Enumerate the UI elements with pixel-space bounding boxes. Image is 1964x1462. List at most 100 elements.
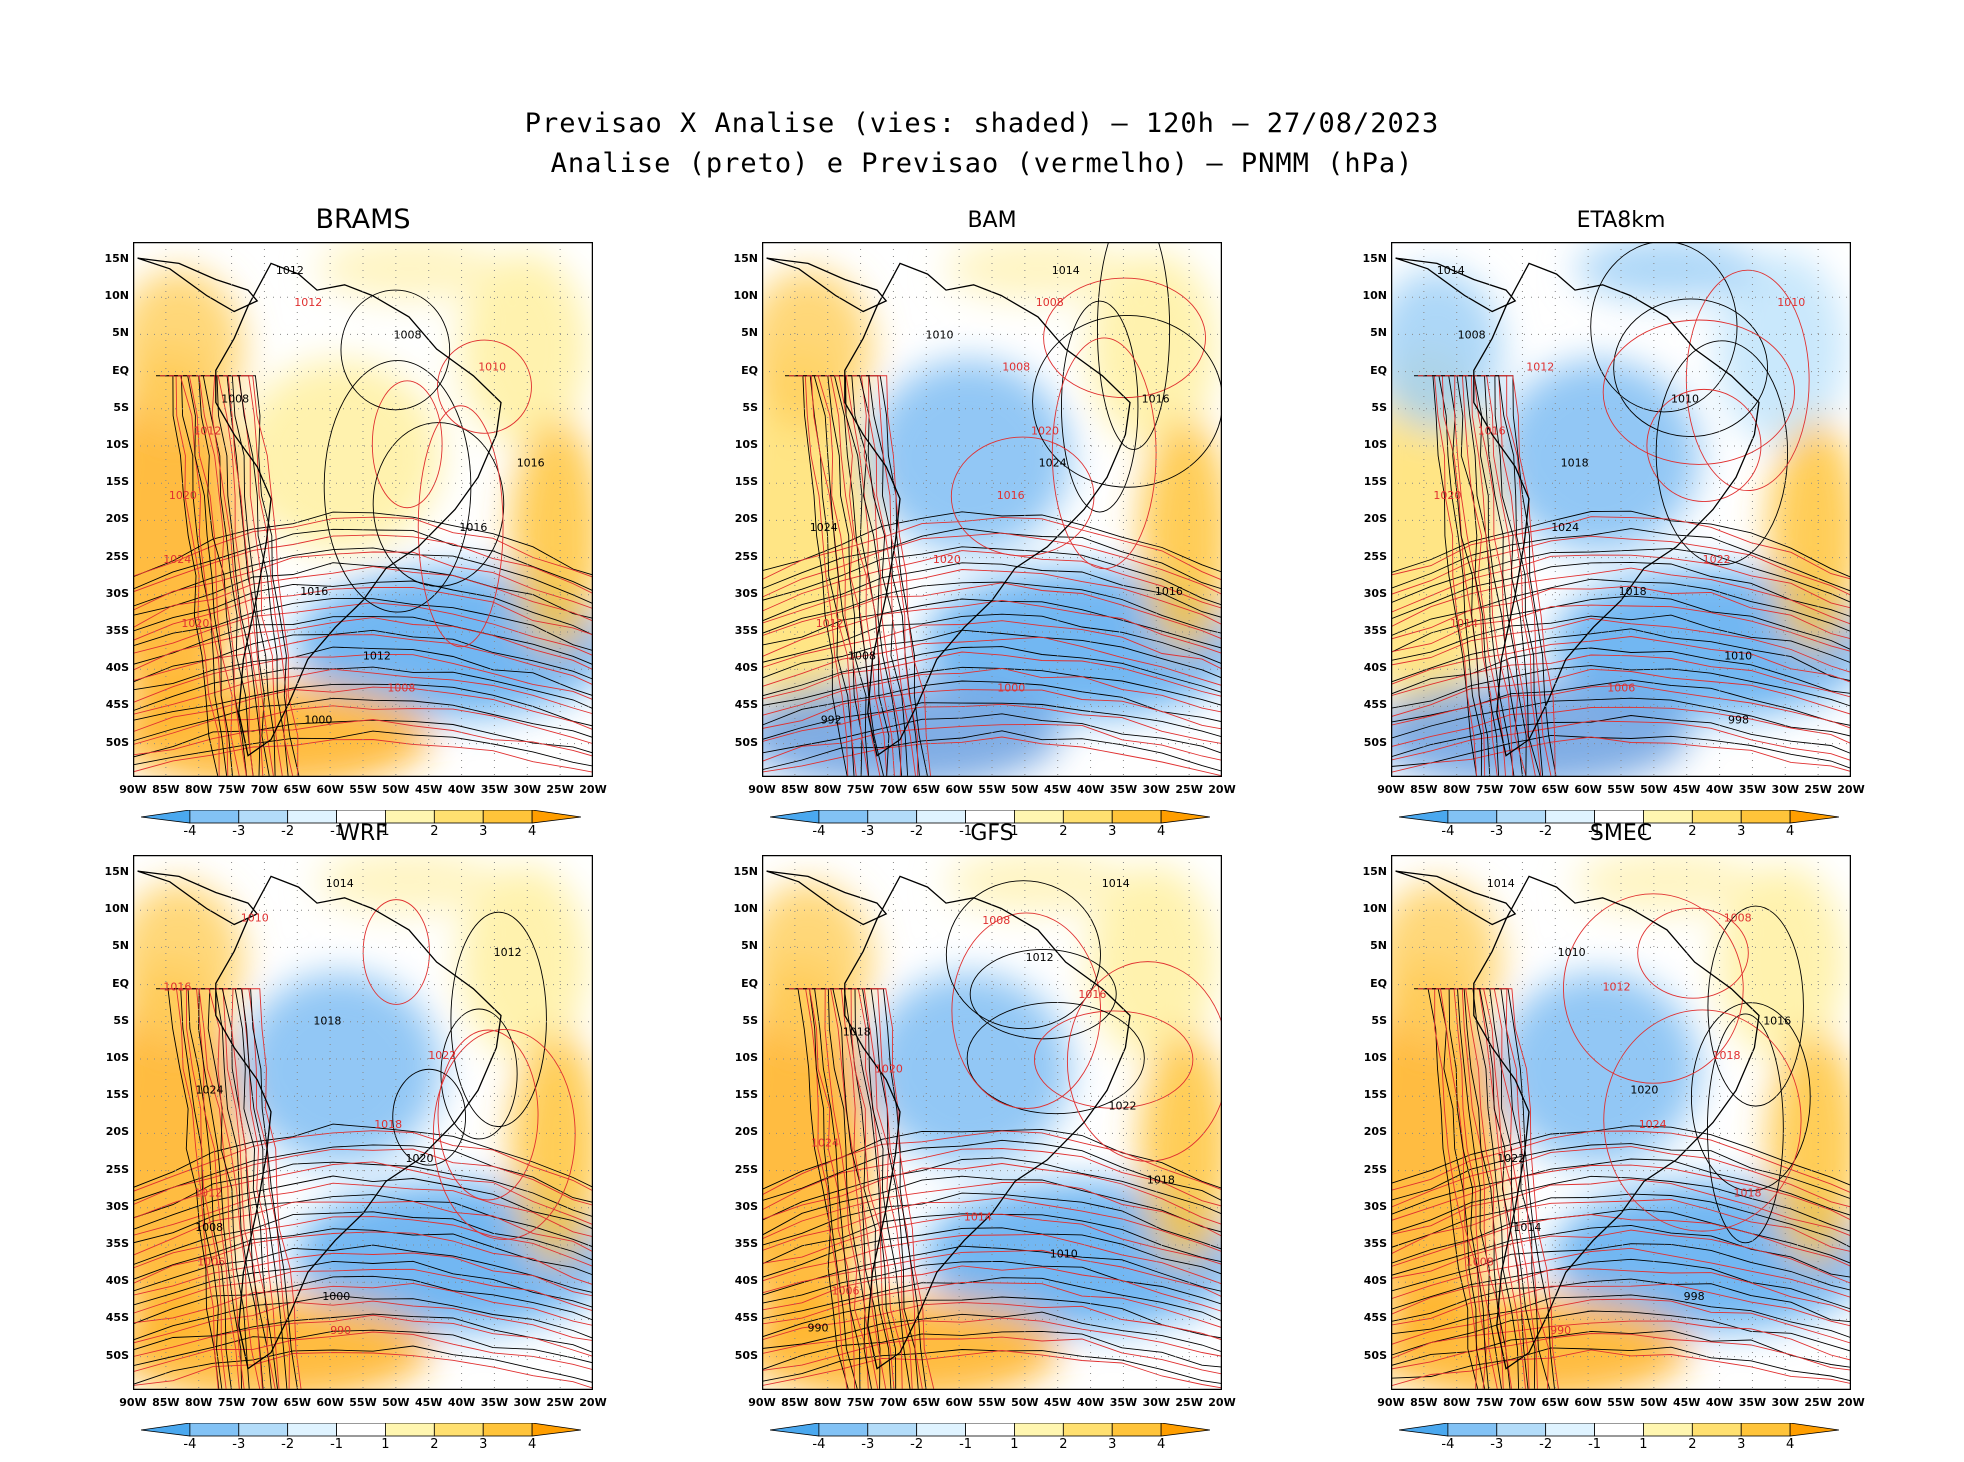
bias-blob xyxy=(510,1031,593,1267)
forecast-isobar xyxy=(852,375,916,776)
analysis-isobar xyxy=(1391,561,1851,620)
latitude-tick-label: 45S xyxy=(105,1311,129,1325)
analysis-isobar xyxy=(1450,375,1515,776)
analysis-isobar xyxy=(1391,647,1851,695)
panel-title: ETA8km xyxy=(1576,208,1666,233)
colorbar-tick-label: 1 xyxy=(1010,824,1019,839)
analysis-isobar xyxy=(133,1194,593,1248)
forecast-isobar xyxy=(1391,668,1851,718)
forecast-isobar xyxy=(825,988,887,1389)
colorbar-tick-label: -3 xyxy=(232,1437,246,1452)
forecast-isobar xyxy=(1391,1333,1851,1371)
longitude-tick-label: 55W xyxy=(978,783,1006,796)
colorbar-swatch xyxy=(916,1422,966,1437)
longitude-tick-label: 65W xyxy=(1541,1396,1569,1409)
isobar-label: 1018 xyxy=(1147,1173,1175,1186)
isobar-label: 1014 xyxy=(1513,1221,1541,1234)
colorbar-tick-label: -1 xyxy=(959,1437,973,1452)
longitude-tick-label: 40W xyxy=(1705,783,1734,796)
forecast-isobar xyxy=(133,719,593,757)
latitude-tick-label: 40S xyxy=(1363,1274,1387,1288)
forecast-isobar xyxy=(1391,736,1851,773)
analysis-isobar xyxy=(762,702,1222,740)
forecast-isobar xyxy=(1646,388,1762,502)
colorbar-tick-label: -3 xyxy=(232,824,246,839)
analysis-isobar xyxy=(1391,734,1851,769)
latitude-tick-label: 45S xyxy=(105,698,129,712)
forecast-isobar xyxy=(133,566,593,629)
colorbar-swatch xyxy=(1740,1422,1791,1437)
map-panel-bam: BAM 1014 1008 1010 1008 1016 1020 1024 1016 1024 1… xyxy=(733,208,1235,839)
colorbar-swatch xyxy=(1691,1422,1742,1437)
latitude-tick-label: 10N xyxy=(1362,902,1387,916)
colorbar-tick-label: -4 xyxy=(812,1437,826,1452)
analysis-isobar xyxy=(1391,510,1851,578)
latitude-tick-label: EQ xyxy=(112,363,129,377)
map-canvas: 1014 1008 1010 1012 1016 1018 1020 1024 1022 1018… xyxy=(1391,855,1851,1390)
colorbar-tick-label: -1 xyxy=(1588,824,1602,839)
analysis-isobar xyxy=(785,988,849,1389)
south-america-coastline xyxy=(1473,875,1760,1370)
isobar-label: 1020 xyxy=(169,489,197,502)
latitude-tick-label: 40S xyxy=(734,1274,758,1288)
analysis-isobar xyxy=(762,629,1222,679)
isobar-label: 1020 xyxy=(933,553,961,566)
latitude-tick-label: 15S xyxy=(1363,1088,1387,1102)
longitude-tick-label: 25W xyxy=(546,1396,574,1409)
longitude-tick-label: 45W xyxy=(414,783,443,796)
analysis-isobar xyxy=(450,911,547,1128)
latitude-tick-label: 40S xyxy=(105,1274,129,1288)
analysis-isobar xyxy=(133,1294,593,1341)
colorbar-swatches xyxy=(769,1422,1211,1437)
colorbar-swatch xyxy=(1789,1422,1840,1437)
colorbar-swatch xyxy=(336,1422,386,1437)
longitude-tick-label: 35W xyxy=(480,1396,509,1409)
isobar-label: 998 xyxy=(1684,1290,1705,1303)
colorbar-tick-label: 1 xyxy=(381,824,390,839)
forecast-isobar xyxy=(762,1350,1222,1389)
analysis-isobar xyxy=(1459,988,1520,1389)
analysis-isobar xyxy=(1477,375,1541,776)
forecast-isobar xyxy=(133,617,593,671)
map-frame xyxy=(1391,855,1851,1390)
south-america-coastline xyxy=(215,875,502,1370)
bias-blob xyxy=(1139,418,1222,654)
longitude-tick-label: 65W xyxy=(283,783,311,796)
analysis-isobar xyxy=(133,511,593,578)
bias-shading xyxy=(1391,855,1851,1390)
longitude-tick-label: 30W xyxy=(1771,783,1799,796)
isobar-label: 1024 xyxy=(196,1084,224,1097)
colorbar-tick-label: 2 xyxy=(1059,824,1068,839)
longitude-tick-label: 50W xyxy=(382,783,410,796)
bias-blob xyxy=(459,865,589,1059)
forecast-isobar xyxy=(762,550,1222,612)
colorbar-swatch xyxy=(1398,1422,1449,1437)
latitude-tick-label: 50S xyxy=(105,735,129,749)
latitude-tick-label: 40S xyxy=(734,661,758,675)
longitude-tick-label: 55W xyxy=(978,1396,1006,1409)
longitude-tick-label: 35W xyxy=(1738,783,1767,796)
latitude-tick-label: 25S xyxy=(105,549,129,563)
latitude-tick-label: 15S xyxy=(734,1088,758,1102)
colorbar-tick-label: -4 xyxy=(1441,824,1455,839)
bias-blob xyxy=(238,972,442,1166)
forecast-isobar xyxy=(1637,907,1749,999)
forecast-isobar xyxy=(870,375,931,776)
longitude-tick-label: 20W xyxy=(579,783,607,796)
isobar-label: 1024 xyxy=(1039,457,1067,470)
forecast-isobar xyxy=(762,723,1222,762)
isobar-label: 1008 xyxy=(195,1221,223,1234)
latitude-tick-label: 25S xyxy=(734,1162,758,1176)
latitude-tick-label: 5N xyxy=(741,326,758,340)
colorbar-tick-label: 1 xyxy=(1010,1437,1019,1452)
forecast-isobar xyxy=(1418,988,1478,1389)
forecast-isobar xyxy=(762,1213,1222,1265)
map-panel-smec: SMEC 1014 1008 1010 1012 1016 1018 1020 1024 1022… xyxy=(1362,821,1864,1452)
forecast-isobar xyxy=(762,1249,1222,1298)
analysis-isobar xyxy=(1459,375,1523,776)
isobar-contours xyxy=(762,880,1222,1389)
analysis-isobar xyxy=(1495,988,1555,1389)
forecast-isobar xyxy=(1603,1009,1802,1232)
forecast-isobar xyxy=(762,1233,1222,1285)
longitude-tick-label: 40W xyxy=(1705,1396,1734,1409)
